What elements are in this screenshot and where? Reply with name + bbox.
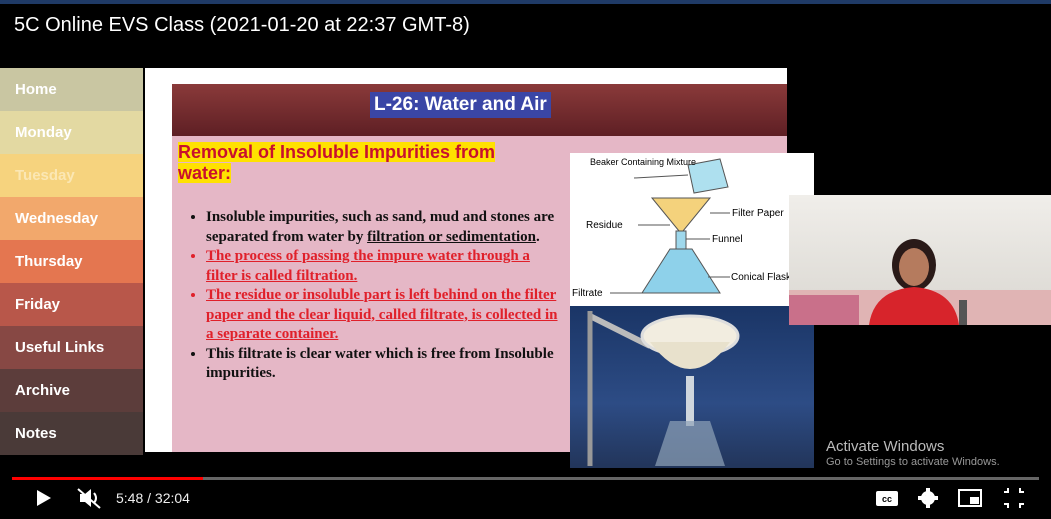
filtration-diagram: Beaker Containing Mixture Filter Paper R… — [570, 153, 814, 306]
play-button[interactable] — [37, 490, 51, 506]
nav-item[interactable]: Useful Links — [0, 326, 143, 369]
diagram-label: Beaker Containing Mixture — [590, 157, 696, 167]
activation-title: Activate Windows — [826, 438, 944, 455]
nav-item[interactable]: Wednesday — [0, 197, 143, 240]
captions-button[interactable]: cc — [876, 491, 898, 506]
video-player: 5C Online EVS Class (2021-01-20 at 22:37… — [0, 0, 1051, 519]
bullet: This filtrate is clear water which is fr… — [206, 345, 558, 384]
time-display: 5:48 / 32:04 — [116, 490, 190, 506]
bullet: The process of passing the impure water … — [206, 247, 558, 286]
sidebar: Home Monday Tuesday Wednesday Thursday F… — [0, 68, 143, 455]
nav-item[interactable]: Friday — [0, 283, 143, 326]
diagram-label: Residue — [586, 220, 623, 231]
funnel — [652, 198, 710, 231]
slide-panel: L-26: Water and Air Removal of Insoluble… — [172, 84, 787, 452]
slide: L-26: Water and Air Removal of Insoluble… — [145, 68, 787, 452]
diagram-label: Conical Flask — [731, 272, 792, 283]
nav-item[interactable]: Notes — [0, 412, 143, 455]
miniplayer-button[interactable] — [959, 490, 981, 506]
bullet: The residue or insoluble part is left be… — [206, 286, 558, 345]
activation-subtitle: Go to Settings to activate Windows. — [826, 456, 1000, 468]
nav-item[interactable]: Archive — [0, 369, 143, 412]
progress-played — [12, 477, 203, 480]
nav-item[interactable]: Monday — [0, 111, 143, 154]
bullet-emphasis: filtration or sedimentation — [367, 229, 536, 245]
filtration-photo — [570, 306, 814, 468]
flask — [642, 249, 720, 293]
diagram-label: Filter Paper — [732, 208, 784, 219]
fullscreen-button[interactable] — [1004, 488, 1024, 508]
slide-header: L-26: Water and Air — [172, 84, 787, 136]
bullet-text: . — [536, 229, 540, 245]
bullet-text: This filtrate is clear water which is fr… — [206, 346, 554, 382]
nav-item[interactable]: Home — [0, 68, 143, 111]
slide-title: L-26: Water and Air — [370, 92, 551, 118]
video-title: 5C Online EVS Class (2021-01-20 at 22:37… — [14, 14, 470, 37]
mute-button[interactable] — [78, 489, 100, 508]
bullet-text: The residue or insoluble part is left be… — [206, 287, 558, 342]
nav-item[interactable]: Thursday — [0, 240, 143, 283]
diagram-label: Funnel — [712, 234, 743, 245]
page: Video player {"video": {"title": "5C Onl… — [0, 0, 1051, 519]
diagram-label: Filtrate — [572, 288, 603, 299]
svg-text:cc: cc — [882, 494, 892, 504]
bullet-list: Insoluble impurities, such as sand, mud … — [180, 208, 558, 384]
slide-heading: Removal of Insoluble Impurities from wat… — [178, 142, 518, 184]
nav-item[interactable]: Tuesday — [0, 154, 143, 197]
settings-button[interactable] — [918, 488, 938, 508]
webcam-feed — [789, 195, 1051, 325]
heading-text: Removal of Insoluble Impurities from wat… — [178, 142, 495, 183]
bullet: Insoluble impurities, such as sand, mud … — [206, 208, 558, 247]
top-border — [0, 0, 1051, 4]
bullet-text: The process of passing the impure water … — [206, 248, 530, 284]
